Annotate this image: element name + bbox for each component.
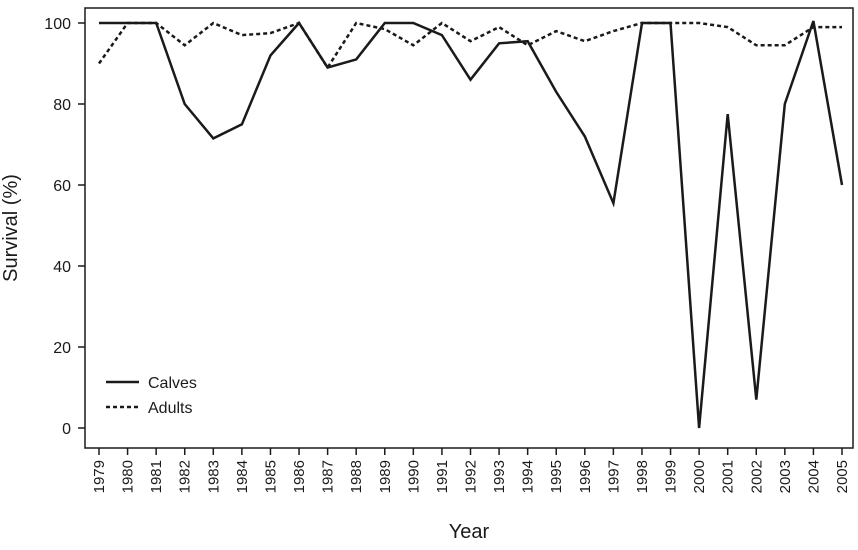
series-line-adults (97, 21, 842, 70)
legend-label-calves: Calves (148, 375, 197, 392)
x-tick-label: 1989 (377, 460, 394, 493)
x-tick-label: 2005 (834, 460, 851, 493)
y-axis-title: Survival (%) (0, 174, 22, 282)
y-tick-label: 40 (53, 259, 71, 276)
x-tick-label: 1985 (262, 460, 279, 493)
x-tick-label: 1999 (663, 460, 680, 493)
x-tick-label: 2001 (720, 460, 737, 493)
x-tick-label: 1980 (120, 460, 137, 493)
x-tick-label: 1987 (320, 460, 337, 493)
y-tick-label: 100 (44, 16, 71, 33)
x-tick-label: 1994 (520, 460, 537, 493)
x-tick-label: 1986 (291, 460, 308, 493)
x-tick-label: 1997 (605, 460, 622, 493)
x-tick-label: 2000 (691, 460, 708, 493)
x-tick-label: 1984 (234, 460, 251, 493)
x-tick-label: 1983 (205, 460, 222, 493)
plot-frame (84, 7, 854, 449)
x-tick-label: 1979 (91, 460, 108, 493)
x-tick-label: 1992 (463, 460, 480, 493)
x-tick-label: 1988 (348, 460, 365, 493)
x-tick-label: 1982 (177, 460, 194, 493)
x-tick-label: 1993 (491, 460, 508, 493)
x-tick-label: 1996 (577, 460, 594, 493)
y-tick-label: 60 (53, 178, 71, 195)
x-tick-label: 1995 (548, 460, 565, 493)
series-line-calves (99, 20, 844, 429)
x-tick-label: 1981 (148, 460, 165, 493)
x-tick-label: 1990 (405, 460, 422, 493)
x-axis-title: Year (449, 521, 490, 543)
y-tick-label: 80 (53, 97, 71, 114)
y-axis: 0 20 40 60 80 100 (44, 16, 85, 438)
x-tick-label: 2004 (805, 460, 822, 493)
x-tick-label: 1991 (434, 460, 451, 493)
x-tick-label: 1998 (634, 460, 651, 493)
x-tick-label: 2003 (777, 460, 794, 493)
x-axis: 1979 1980 1981 1982 1983 1984 1985 1986 1987 1988… (91, 448, 851, 493)
legend: Calves Adults (106, 375, 197, 417)
x-tick-label: 2002 (748, 460, 765, 493)
legend-label-adults: Adults (148, 400, 192, 417)
y-tick-label: 20 (53, 340, 71, 357)
series-layer (97, 20, 844, 429)
y-tick-label: 0 (62, 421, 71, 438)
